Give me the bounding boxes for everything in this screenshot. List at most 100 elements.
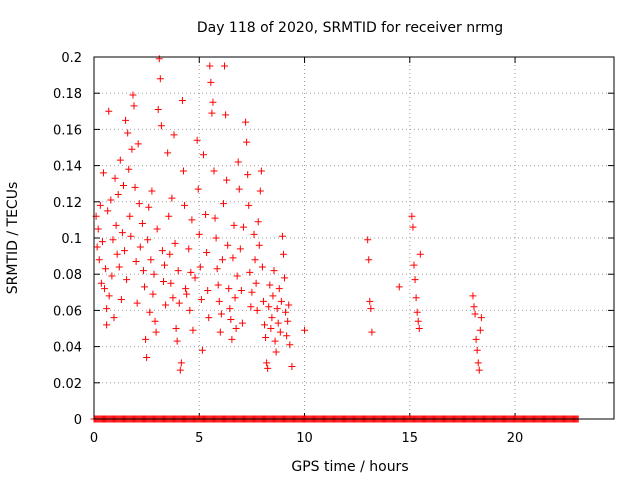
data-point [125, 165, 133, 173]
data-point [218, 256, 226, 264]
data-point [112, 221, 120, 229]
data-point [131, 183, 139, 191]
data-point [126, 212, 134, 220]
data-point [164, 149, 172, 157]
data-point [233, 272, 241, 280]
data-point [144, 236, 152, 244]
data-point [273, 305, 281, 313]
data-point [116, 156, 124, 164]
data-point [210, 167, 218, 175]
data-point [105, 292, 113, 300]
data-point [263, 359, 271, 367]
data-point [408, 212, 416, 220]
data-point [268, 314, 276, 322]
data-point [135, 200, 143, 208]
data-point [146, 308, 154, 316]
y-tick-label: 0.16 [53, 123, 82, 138]
data-point [178, 96, 186, 104]
data-point [195, 230, 203, 238]
data-point [114, 191, 122, 199]
data-point [244, 171, 252, 179]
x-tick-label: 10 [296, 431, 313, 446]
x-tick-label: 15 [402, 431, 419, 446]
data-points [90, 55, 582, 423]
chart-title: Day 118 of 2020, SRMTID for receiver nrm… [197, 20, 503, 36]
data-point [413, 308, 421, 316]
data-point [367, 305, 375, 313]
data-point [279, 250, 287, 258]
data-point [212, 234, 220, 242]
data-point [151, 317, 159, 325]
data-point [414, 317, 422, 325]
data-point [409, 223, 417, 231]
data-point [411, 276, 419, 284]
y-tick-label: 0.12 [53, 196, 82, 211]
data-point [253, 306, 261, 314]
data-point [97, 279, 105, 287]
plot-frame [93, 56, 615, 420]
data-point [476, 326, 484, 334]
data-point [257, 167, 265, 175]
data-point [281, 274, 289, 282]
data-point [95, 256, 103, 264]
data-point [166, 250, 174, 258]
data-point [199, 151, 207, 159]
data-point [115, 263, 123, 271]
data-point [110, 314, 118, 322]
y-tick-label: 0.08 [53, 268, 82, 283]
grid [94, 57, 614, 419]
data-point [187, 268, 195, 276]
data-point [238, 319, 246, 327]
data-point [99, 169, 107, 177]
data-point [267, 325, 275, 332]
data-point [129, 91, 137, 99]
data-point [93, 243, 101, 251]
data-point [236, 245, 244, 253]
data-point [215, 297, 223, 305]
data-point [176, 366, 184, 374]
data-point [275, 285, 283, 293]
y-tick-label: 0.06 [53, 304, 82, 319]
data-point [258, 263, 266, 271]
data-point [132, 258, 140, 266]
data-point [133, 299, 141, 307]
data-point [209, 98, 217, 106]
data-point [242, 118, 250, 126]
data-point [139, 267, 147, 275]
y-tick-label: 0.14 [53, 160, 82, 175]
data-point [473, 346, 481, 354]
data-point [227, 315, 235, 323]
data-point [155, 55, 163, 63]
data-point [214, 281, 222, 289]
data-point [208, 109, 216, 117]
data-point [283, 332, 291, 340]
data-point [472, 335, 480, 343]
data-point [127, 232, 135, 240]
data-point [167, 279, 175, 287]
data-point [245, 201, 253, 209]
data-point [193, 136, 201, 144]
data-point [259, 297, 267, 305]
data-point [217, 310, 225, 318]
data-point [203, 248, 211, 256]
data-point [94, 225, 102, 233]
data-point [96, 201, 104, 209]
axis-ticks: 0 0.02 0.04 0.06 0.08 0.1 0.12 0.14 0.16 0.18 0.2 0… [53, 51, 614, 446]
data-point [108, 272, 116, 280]
data-point [247, 303, 255, 311]
data-point [270, 267, 278, 275]
data-point [206, 62, 214, 70]
data-point [191, 274, 199, 282]
data-point [179, 167, 187, 175]
data-point [123, 276, 131, 284]
data-point [183, 290, 191, 298]
data-point [365, 256, 373, 264]
data-point [234, 158, 242, 166]
data-point [368, 328, 376, 336]
data-point [130, 102, 138, 110]
data-point [256, 187, 264, 195]
data-point [364, 236, 372, 244]
data-point [168, 194, 176, 202]
data-point [471, 310, 479, 318]
